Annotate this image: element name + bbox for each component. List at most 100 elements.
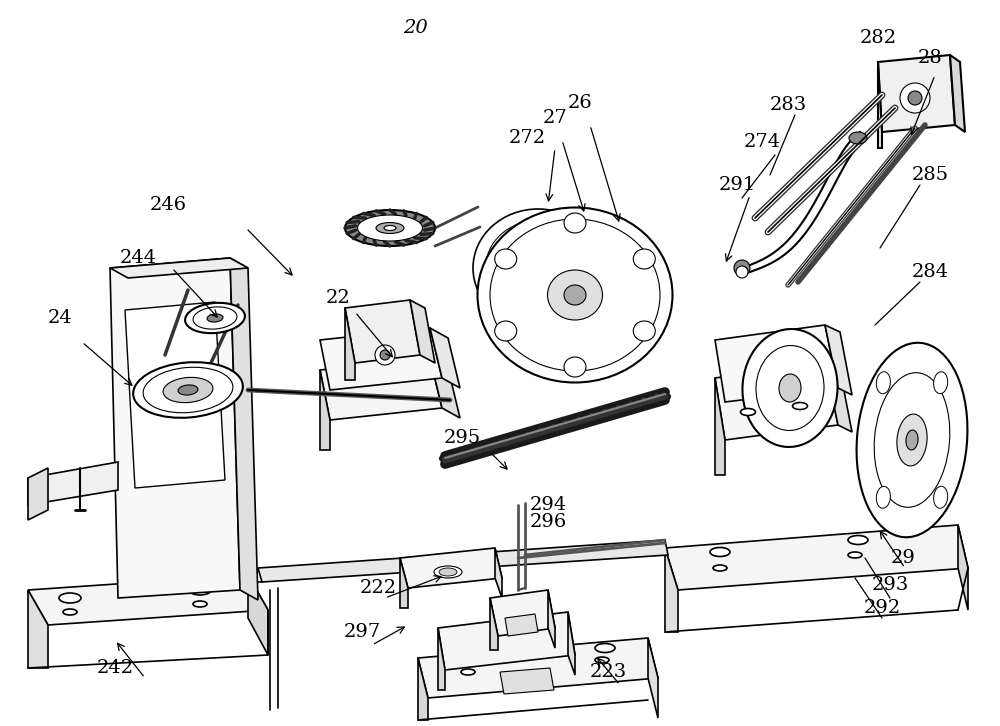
Ellipse shape xyxy=(490,219,660,371)
Ellipse shape xyxy=(495,249,517,269)
Text: 296: 296 xyxy=(529,513,567,531)
Polygon shape xyxy=(665,548,678,632)
Text: 22: 22 xyxy=(326,289,350,307)
Ellipse shape xyxy=(345,210,435,246)
Text: 20: 20 xyxy=(403,19,427,37)
Ellipse shape xyxy=(934,486,948,508)
Ellipse shape xyxy=(848,552,862,558)
Polygon shape xyxy=(110,258,240,598)
Polygon shape xyxy=(410,300,435,363)
Polygon shape xyxy=(490,590,555,636)
Polygon shape xyxy=(320,358,442,420)
Ellipse shape xyxy=(458,656,478,664)
Ellipse shape xyxy=(384,226,396,230)
Ellipse shape xyxy=(178,385,198,395)
Ellipse shape xyxy=(710,547,730,557)
Ellipse shape xyxy=(439,568,457,576)
Ellipse shape xyxy=(713,565,727,571)
Polygon shape xyxy=(568,612,575,675)
Text: 222: 222 xyxy=(359,579,397,597)
Text: 274: 274 xyxy=(743,133,781,151)
Ellipse shape xyxy=(564,357,586,377)
Ellipse shape xyxy=(376,222,404,234)
Polygon shape xyxy=(548,590,555,648)
Polygon shape xyxy=(110,258,248,278)
Ellipse shape xyxy=(564,213,586,233)
Ellipse shape xyxy=(143,367,233,413)
Ellipse shape xyxy=(756,346,824,431)
Ellipse shape xyxy=(742,329,838,447)
Text: 27: 27 xyxy=(543,109,567,127)
Polygon shape xyxy=(505,614,538,636)
Polygon shape xyxy=(418,658,428,720)
Text: 246: 246 xyxy=(149,196,187,214)
Ellipse shape xyxy=(133,362,243,417)
Polygon shape xyxy=(490,598,498,650)
Ellipse shape xyxy=(849,132,867,144)
Text: 26: 26 xyxy=(568,94,592,112)
Polygon shape xyxy=(28,468,48,520)
Circle shape xyxy=(734,260,750,276)
Ellipse shape xyxy=(193,601,207,607)
Ellipse shape xyxy=(874,372,950,507)
Ellipse shape xyxy=(473,209,603,327)
Ellipse shape xyxy=(63,609,77,615)
Polygon shape xyxy=(400,558,408,608)
Ellipse shape xyxy=(633,249,655,269)
Text: 295: 295 xyxy=(443,429,481,447)
Text: 272: 272 xyxy=(508,129,546,147)
Polygon shape xyxy=(248,575,268,655)
Polygon shape xyxy=(825,325,852,395)
Ellipse shape xyxy=(934,372,948,393)
Ellipse shape xyxy=(857,343,967,537)
Text: 294: 294 xyxy=(529,496,567,514)
Ellipse shape xyxy=(478,208,672,383)
Ellipse shape xyxy=(876,372,890,393)
Ellipse shape xyxy=(897,414,927,466)
Polygon shape xyxy=(438,612,575,670)
Polygon shape xyxy=(345,300,420,363)
Polygon shape xyxy=(878,62,882,148)
Ellipse shape xyxy=(358,215,422,241)
Ellipse shape xyxy=(461,669,475,675)
Circle shape xyxy=(736,266,748,278)
Ellipse shape xyxy=(740,409,756,415)
Polygon shape xyxy=(958,525,968,610)
Polygon shape xyxy=(320,370,330,450)
Ellipse shape xyxy=(486,221,590,316)
Polygon shape xyxy=(418,638,658,698)
Ellipse shape xyxy=(434,566,462,578)
Polygon shape xyxy=(28,462,118,505)
Ellipse shape xyxy=(779,374,801,402)
Polygon shape xyxy=(495,548,502,598)
Ellipse shape xyxy=(876,486,890,508)
Text: 284: 284 xyxy=(911,263,949,281)
Polygon shape xyxy=(648,638,658,718)
Ellipse shape xyxy=(207,314,223,322)
Text: 282: 282 xyxy=(859,29,897,47)
Polygon shape xyxy=(500,668,554,694)
Polygon shape xyxy=(715,378,725,475)
Text: 285: 285 xyxy=(911,166,949,184)
Text: 297: 297 xyxy=(343,623,381,641)
Ellipse shape xyxy=(595,643,615,653)
Ellipse shape xyxy=(564,285,586,305)
Ellipse shape xyxy=(848,536,868,544)
Polygon shape xyxy=(825,362,852,432)
Text: 29: 29 xyxy=(891,549,915,567)
Ellipse shape xyxy=(792,402,808,409)
Polygon shape xyxy=(28,575,268,625)
Polygon shape xyxy=(715,325,838,402)
Polygon shape xyxy=(125,302,225,488)
Circle shape xyxy=(900,83,930,113)
Polygon shape xyxy=(715,362,838,440)
Polygon shape xyxy=(28,590,48,668)
Polygon shape xyxy=(430,358,460,418)
Ellipse shape xyxy=(595,657,609,663)
Circle shape xyxy=(375,345,395,365)
Ellipse shape xyxy=(163,378,213,403)
Polygon shape xyxy=(430,328,460,388)
Polygon shape xyxy=(258,540,668,582)
Polygon shape xyxy=(878,55,955,132)
Ellipse shape xyxy=(906,430,918,450)
